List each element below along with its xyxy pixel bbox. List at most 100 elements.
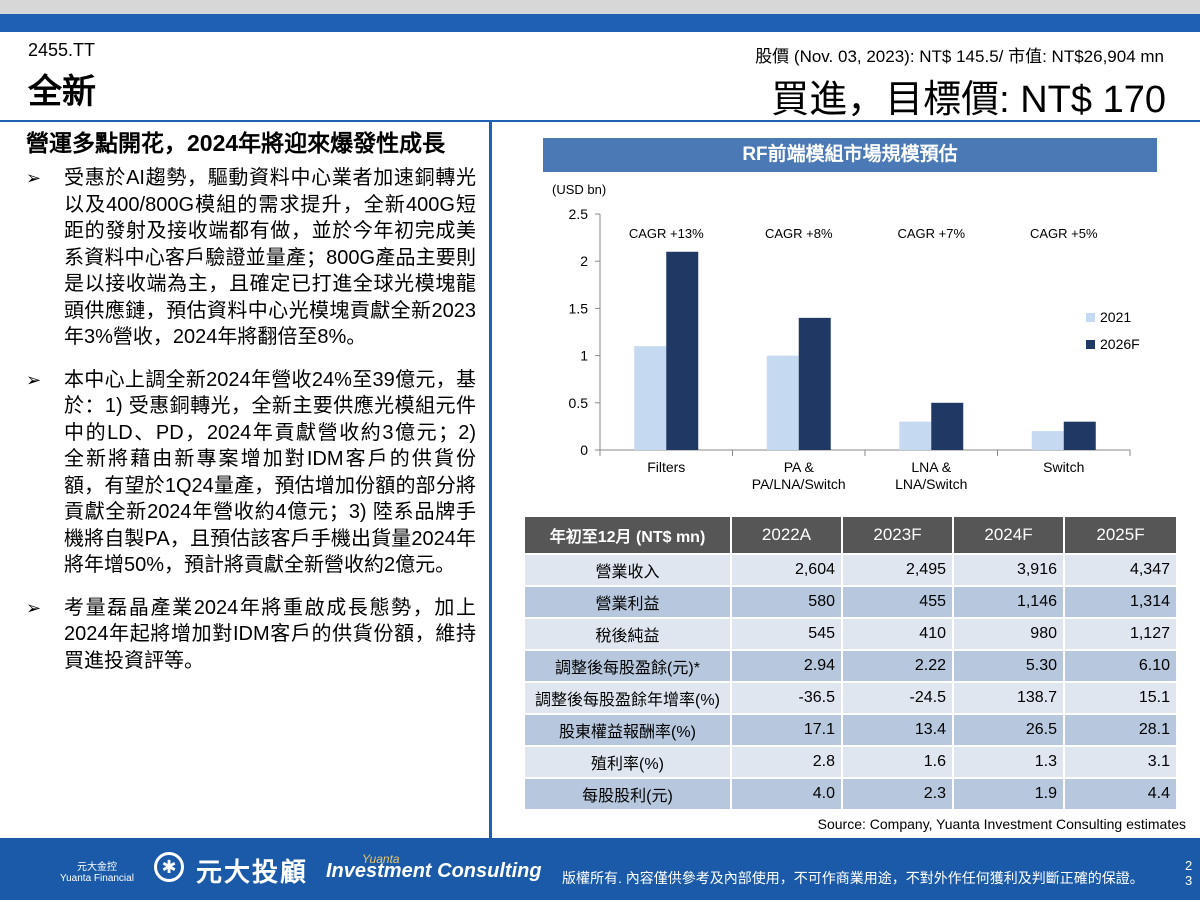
legend-label: 2021 bbox=[1100, 309, 1131, 325]
row-label: 稅後純益 bbox=[525, 617, 732, 650]
table-header-row: 年初至12月 (NT$ mn) 2022A 2023F 2024F 2025F bbox=[525, 517, 1178, 554]
stock-ticker: 2455.TT bbox=[28, 40, 96, 60]
table-cell: 2.22 bbox=[842, 649, 954, 682]
rating-target-price: 買進，目標價: NT$ 170 bbox=[771, 79, 1166, 121]
table-row: 每股股利(元) 4.0 2.3 1.9 4.4 bbox=[525, 777, 1178, 809]
table-cell: 455 bbox=[842, 585, 954, 618]
top-grey-band bbox=[0, 0, 1200, 14]
bar-2026f bbox=[666, 251, 699, 450]
x-category-label: PA/LNA/Switch bbox=[752, 476, 846, 492]
table-cell: 1,127 bbox=[1064, 617, 1178, 650]
x-category-label: PA & bbox=[784, 459, 815, 475]
table-cell: 2.8 bbox=[731, 745, 843, 778]
row-label: 營業收入 bbox=[525, 553, 732, 586]
arrow-bullet-icon: ➢ bbox=[26, 168, 42, 188]
table-cell: -36.5 bbox=[731, 681, 843, 714]
table-row: 殖利率(%) 2.8 1.6 1.3 3.1 bbox=[525, 745, 1178, 778]
y-tick-label: 1.5 bbox=[569, 300, 589, 316]
table-row: 營業利益 580 455 1,146 1,314 bbox=[525, 585, 1178, 618]
table-cell: 1.6 bbox=[842, 745, 954, 778]
legend-label: 2026F bbox=[1100, 336, 1140, 352]
table-cell: 4,347 bbox=[1064, 553, 1178, 586]
y-tick-label: 2.5 bbox=[569, 206, 589, 222]
table-row: 營業收入 2,604 2,495 3,916 4,347 bbox=[525, 553, 1178, 586]
bar-2026f bbox=[931, 402, 964, 450]
row-label: 調整後每股盈餘年增率(%) bbox=[525, 681, 732, 714]
page-number: 2 3 bbox=[1185, 858, 1192, 888]
bar-2021 bbox=[766, 355, 799, 450]
x-category-label: Filters bbox=[647, 459, 685, 475]
table-cell: 15.1 bbox=[1064, 681, 1178, 714]
bullet-point: ➢ 本中心上調全新2024年營收24%至39億元，基於：1) 受惠銅轉光，全新主… bbox=[26, 367, 476, 579]
top-blue-band bbox=[0, 14, 1200, 32]
company-name: 全新 bbox=[28, 73, 96, 111]
table-cell: 1,314 bbox=[1064, 585, 1178, 618]
y-tick-label: 0 bbox=[580, 442, 588, 458]
rf-market-bar-chart: (USD bn) 0 0.5 1 1.5 2 2.5 Filters CAGR +13% PA &… bbox=[552, 182, 1140, 492]
table-header-cell: 2023F bbox=[842, 517, 954, 554]
table-cell: 138.7 bbox=[953, 681, 1065, 714]
table-cell: 410 bbox=[842, 617, 954, 650]
table-cell: 28.1 bbox=[1064, 713, 1178, 746]
footer-logo-text: 元大投顧 bbox=[196, 857, 309, 887]
row-label: 每股股利(元) bbox=[525, 777, 732, 809]
arrow-bullet-icon: ➢ bbox=[26, 597, 42, 618]
footer-disclaimer: 版權所有. 內容僅供參考及內部使用，不可作商業用途，不對外作任何獲利及判斷正確的… bbox=[562, 870, 1144, 886]
bullet-text: 受惠於AI趨勢，驅動資料中心業者加速銅轉光以及400/800G模組的需求提升，全… bbox=[64, 167, 476, 348]
table-cell: 2,495 bbox=[842, 553, 954, 586]
y-tick-label: 2 bbox=[580, 253, 588, 269]
table-cell: 2.3 bbox=[842, 777, 954, 809]
cagr-annotation: CAGR +8% bbox=[765, 226, 833, 241]
footer-bar: 元大金控 Yuanta Financial ✱ 元大投顧 Yuanta Inve… bbox=[0, 838, 1200, 900]
x-category-label: Switch bbox=[1043, 459, 1084, 475]
financial-table: 年初至12月 (NT$ mn) 2022A 2023F 2024F 2025F … bbox=[525, 517, 1178, 809]
chart-unit-label: (USD bn) bbox=[552, 182, 606, 197]
column-divider bbox=[489, 122, 492, 838]
page-number-digit: 3 bbox=[1185, 873, 1193, 888]
table-cell: 5.30 bbox=[953, 649, 1065, 682]
table-cell: 1,146 bbox=[953, 585, 1065, 618]
bar-2026f bbox=[798, 317, 831, 450]
cagr-annotation: CAGR +5% bbox=[1030, 226, 1098, 241]
bullet-point: ➢ 受惠於AI趨勢，驅動資料中心業者加速銅轉光以及400/800G模組的需求提升… bbox=[26, 165, 476, 351]
footer-brand-name: Investment Consulting bbox=[326, 860, 542, 882]
table-cell: 17.1 bbox=[731, 713, 843, 746]
table-row: 調整後每股盈餘(元)* 2.94 2.22 5.30 6.10 bbox=[525, 649, 1178, 682]
row-label: 營業利益 bbox=[525, 585, 732, 618]
table-cell: -24.5 bbox=[842, 681, 954, 714]
arrow-bullet-icon: ➢ bbox=[26, 369, 42, 390]
table-cell: 3,916 bbox=[953, 553, 1065, 586]
table-cell: 2,604 bbox=[731, 553, 843, 586]
chart-title-banner: RF前端模組市場規模預估 bbox=[543, 138, 1157, 172]
header-divider bbox=[0, 120, 1200, 122]
table-row: 稅後純益 545 410 980 1,127 bbox=[525, 617, 1178, 650]
table-row: 調整後每股盈餘年增率(%) -36.5 -24.5 138.7 15.1 bbox=[525, 681, 1178, 714]
source-note: Source: Company, Yuanta Investment Consu… bbox=[817, 816, 1186, 832]
row-label: 調整後每股盈餘(元)* bbox=[525, 649, 732, 682]
table-header-cell: 2022A bbox=[731, 517, 843, 554]
table-cell: 1.9 bbox=[953, 777, 1065, 809]
y-tick-label: 0.5 bbox=[569, 395, 589, 411]
table-cell: 26.5 bbox=[953, 713, 1065, 746]
yuanta-financial-logo: 元大金控 Yuanta Financial bbox=[60, 862, 134, 884]
x-category-label: LNA/Switch bbox=[895, 476, 967, 492]
table-cell: 1.3 bbox=[953, 745, 1065, 778]
table-cell: 4.4 bbox=[1064, 777, 1178, 809]
x-category-label: LNA & bbox=[911, 459, 951, 475]
table-cell: 580 bbox=[731, 585, 843, 618]
bullet-text: 本中心上調全新2024年營收24%至39億元，基於：1) 受惠銅轉光，全新主要供… bbox=[64, 368, 476, 577]
legend-swatch bbox=[1086, 340, 1095, 349]
table-header-cell: 2024F bbox=[953, 517, 1065, 554]
table-cell: 3.1 bbox=[1064, 745, 1178, 778]
bullet-text: 考量磊晶產業2024年將重啟成長態勢，加上2024年起將增加對IDM客戶的供貨份… bbox=[64, 596, 476, 672]
bar-2021 bbox=[899, 421, 932, 450]
table-cell: 13.4 bbox=[842, 713, 954, 746]
table-header-cell: 2025F bbox=[1064, 517, 1178, 554]
table-cell: 6.10 bbox=[1064, 649, 1178, 682]
legend-swatch bbox=[1086, 313, 1095, 322]
table-cell: 980 bbox=[953, 617, 1065, 650]
yuanta-emblem-icon: ✱ bbox=[154, 852, 184, 882]
table-row: 股東權益報酬率(%) 17.1 13.4 26.5 28.1 bbox=[525, 713, 1178, 746]
bullet-point: ➢ 考量磊晶產業2024年將重啟成長態勢，加上2024年起將增加對IDM客戶的供… bbox=[26, 595, 476, 675]
y-tick-label: 1 bbox=[580, 348, 588, 364]
